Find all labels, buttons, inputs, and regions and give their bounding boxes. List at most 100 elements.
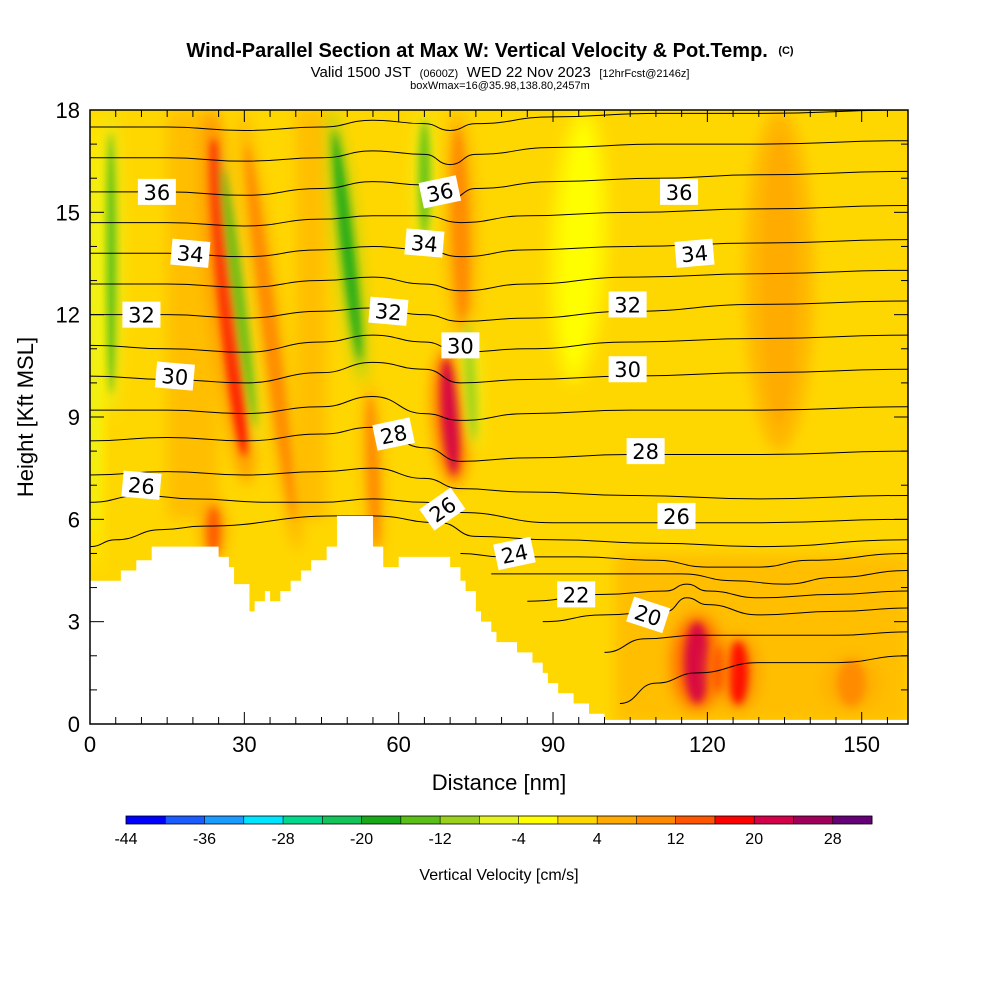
velocity-feature-4: [245, 144, 295, 519]
x-tick-label: 150: [843, 732, 880, 757]
velocity-feature-16: [563, 130, 594, 363]
theta-contour-26: [90, 494, 908, 524]
theta-contour-32: [90, 300, 908, 322]
contour-label-text: 36: [666, 181, 693, 205]
contour-label-text: 30: [160, 364, 189, 390]
theta-contour-31: [90, 334, 908, 353]
y-tick-label: 0: [68, 712, 80, 737]
colorbar-tick-label: -28: [271, 831, 294, 848]
x-tick-label: 30: [232, 732, 256, 757]
colorbar-swatch-9: [479, 816, 520, 824]
contour-label-text: 32: [374, 299, 403, 325]
contour-label-24: 24: [493, 536, 536, 571]
colorbar-swatch-12: [597, 816, 637, 824]
colorbar-swatch-6: [361, 816, 402, 824]
contour-label-36: 36: [418, 175, 462, 209]
colorbar-tick-label: -36: [193, 831, 216, 848]
contour-label-text: 34: [410, 231, 439, 257]
axis-ticks: [89, 109, 908, 725]
colorbar-swatch-13: [636, 816, 677, 824]
contour-label-text: 30: [614, 358, 641, 382]
colorbar-swatch-18: [832, 816, 873, 824]
colorbar-swatch-15: [714, 816, 755, 824]
contour-label-32: 32: [122, 301, 161, 328]
x-axis-label: Distance [nm]: [432, 770, 567, 795]
vertical-velocity-field: [90, 110, 908, 724]
contour-label-30: 30: [441, 332, 480, 359]
colorbar-tick-label: 20: [745, 831, 763, 848]
colorbar-swatch-2: [204, 816, 245, 824]
contour-label-26: 26: [657, 502, 696, 529]
colorbar-swatch-11: [557, 816, 598, 824]
contour-label-32: 32: [608, 291, 647, 318]
colorbar-swatch-3: [243, 816, 284, 824]
contour-label-text: 28: [378, 421, 409, 450]
chart-subtitle: Valid 1500 JST (0600Z) WED 22 Nov 2023 […: [311, 64, 690, 81]
colorbar-swatch-8: [440, 816, 480, 824]
colorbar-swatch-7: [400, 816, 441, 824]
velocity-feature-10: [104, 133, 117, 394]
colorbar-swatch-1: [165, 816, 205, 824]
contour-label-28: 28: [372, 417, 415, 451]
y-tick-label: 18: [56, 98, 80, 123]
velocity-feature-7: [728, 640, 749, 705]
x-tick-label: 60: [386, 732, 410, 757]
theta-contour-19: [619, 655, 908, 705]
contour-label-30: 30: [608, 356, 647, 383]
theta-contour-37: [90, 140, 908, 166]
contour-label-text: 30: [447, 334, 474, 358]
colorbar-swatch-17: [793, 816, 834, 824]
velocity-feature-9: [837, 659, 866, 707]
contour-label-26: 26: [121, 470, 162, 500]
colorbar-swatch-4: [283, 816, 323, 824]
contour-label-34: 34: [674, 238, 715, 268]
x-tick-labels: 0 30 60 90 120 150: [84, 732, 880, 757]
colorbar-swatch-10: [518, 816, 559, 824]
y-tick-labels: 0 3 6 9 12 15 18: [56, 98, 80, 737]
y-tick-label: 12: [56, 303, 80, 328]
theta-contour-20: [604, 631, 908, 653]
y-axis-label: Height [Kft MSL]: [13, 337, 38, 497]
colorbar-tick-labels: -44 -36 -28 -20 -12 -4 4 12 20 28: [114, 831, 841, 848]
x-tick-label: 90: [541, 732, 565, 757]
contour-label-text: 26: [127, 473, 156, 499]
colorbar-tick-label: -4: [512, 831, 526, 848]
contour-label-36: 36: [137, 178, 176, 205]
theta-contour-23: [491, 570, 908, 585]
theta-contour-38: [90, 110, 908, 131]
velocity-feature-13: [332, 131, 362, 362]
velocity-feature-2: [440, 359, 460, 475]
contour-label-36: 36: [660, 178, 699, 205]
contour-label-text: 26: [663, 505, 690, 529]
velocity-feature-1: [207, 506, 220, 556]
colorbar-tick-label: -20: [350, 831, 373, 848]
colorbar-tick-label: 12: [667, 831, 685, 848]
contour-label-text: 32: [128, 304, 155, 328]
contour-label-32: 32: [368, 296, 409, 326]
contour-label-text: 34: [176, 241, 205, 267]
chart-title: Wind-Parallel Section at Max W: Vertical…: [186, 40, 794, 62]
contour-label-text: 36: [144, 181, 171, 205]
theta-contours: [90, 110, 908, 705]
contour-label-text: 28: [632, 440, 659, 464]
contour-label-34: 34: [170, 238, 211, 268]
y-tick-label: 3: [68, 610, 80, 635]
y-tick-label: 6: [68, 507, 80, 532]
colorbar-tick-label: -44: [114, 831, 137, 848]
x-tick-label: 0: [84, 732, 96, 757]
velocity-feature-0: [210, 138, 248, 457]
colorbar-swatch-0: [126, 816, 166, 824]
colorbar-tick-label: 4: [593, 831, 602, 848]
x-tick-label: 120: [689, 732, 726, 757]
theta-contour-33: [90, 269, 908, 292]
colorbar-tick-label: 28: [824, 831, 842, 848]
contour-label-22: 22: [557, 581, 596, 608]
colorbar-swatch-16: [754, 816, 794, 824]
contour-label-30: 30: [154, 361, 195, 391]
contour-label-text: 22: [563, 583, 590, 607]
contour-label-text: 34: [680, 241, 709, 267]
chart-subtitle2: boxWmax=16@35.98,138.80,2457m: [410, 80, 590, 92]
